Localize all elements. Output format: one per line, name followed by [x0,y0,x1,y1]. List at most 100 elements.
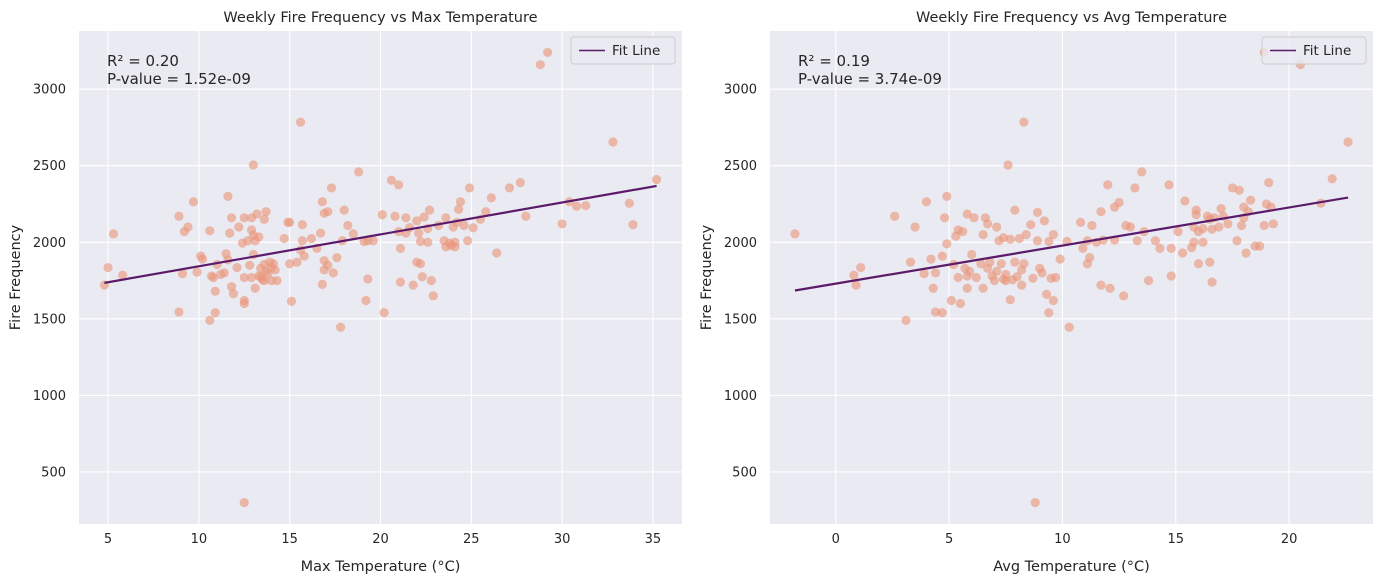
scatter-point [1207,277,1217,287]
scatter-point [976,259,986,269]
scatter-point [270,265,280,275]
scatter-point [962,209,972,219]
scatter-point [930,268,941,278]
y-axis-label: Fire Frequency [699,224,715,330]
scatter-point [1005,234,1015,244]
legend: Fit Line [1261,36,1367,65]
scatter-point [964,266,975,276]
scatter-point [299,251,309,261]
scatter-point [239,272,249,283]
scatter-point [423,237,433,247]
scatter-point [208,272,219,283]
scatter-point [1010,257,1020,267]
scatter-point [1012,272,1022,282]
y-tick-label: 1000 [724,389,757,404]
scatter-point [978,230,988,240]
scatter-point [901,315,911,325]
scatter-point [192,267,202,277]
scatter-point [117,270,128,280]
scatter-point [441,213,451,223]
scatter-point [326,183,337,193]
grid [79,31,682,524]
scatter-point [608,137,618,147]
scatter-point [1032,207,1043,218]
tick-labels: 5 10 15 20 25 30 35 500 1000 1500 2000 2500 3000 [33,83,661,547]
scatter-point [463,236,473,246]
plot-area [770,31,1373,524]
scatter-point [453,204,464,214]
scatter-point [1021,230,1031,240]
scatter-point [292,257,302,267]
scatter-point [415,259,426,269]
scatter-point [1055,254,1065,264]
y-axis-label: Fire Frequency [8,224,24,330]
scatter-point [1017,280,1027,290]
legend-label: Fit Line [1303,43,1351,59]
scatter-point [379,308,389,318]
fit-line [794,196,1349,292]
y-tick-label: 2500 [724,159,757,174]
scatter-point [390,211,400,221]
scatter-point [419,212,429,222]
x-tick-label: 10 [1054,532,1071,547]
scatter-point [985,257,995,267]
scatter-point [315,228,326,238]
chart-title: Weekly Fire Frequency vs Avg Temperature [916,10,1227,26]
scatter-point [572,201,582,211]
scatter-point [317,279,327,289]
scatter-point [983,219,993,229]
scatter-point [188,197,199,207]
scatter-point [557,219,567,229]
scatter-point [1130,183,1140,193]
scatter-point [1028,273,1038,283]
scatter-point [285,259,295,269]
scatter-point [459,220,469,231]
scatter-point [1096,207,1106,217]
fit-line [104,184,657,284]
scatter-point [946,295,956,306]
scatter-point [1214,222,1224,232]
scatter-point [395,277,406,287]
scatter-point [1048,230,1058,240]
scatter-point [1193,259,1204,269]
scatter-point [1087,220,1097,231]
scatter-point [414,228,424,238]
scatter-point [285,217,295,227]
scatter-point [1075,217,1086,227]
scatter-point [930,307,941,317]
x-tick-label: 15 [281,532,298,547]
scatter-point [424,205,435,215]
chart-title: Weekly Fire Frequency vs Max Temperature [223,10,537,26]
x-axis-label: Avg Temperature (°C) [993,559,1150,575]
scatter-point [417,272,427,282]
scatter-point [103,262,113,273]
scatter-point [259,275,269,286]
scatter-point [955,298,966,309]
scatter-point [481,207,491,217]
scatter-point [252,209,262,219]
scatter-points [790,47,1353,508]
scatter-point [1236,220,1247,231]
scatter-point [1032,236,1043,246]
scatter-point [1132,236,1142,246]
scatter-point [856,262,866,273]
scatter-point [919,269,929,279]
scatter-point [942,191,952,201]
scatter-point [1114,197,1124,208]
scatter-point [335,322,346,332]
r-squared-annotation: R² = 0.19 [798,52,870,70]
scatter-point [426,275,436,286]
scatter-point [515,177,525,188]
scatter-point [239,298,249,309]
scatter-point [942,239,952,249]
scatter-point [428,291,438,301]
scatter-point [368,236,378,246]
scatter-point [937,308,947,318]
scatter-point [223,191,233,201]
y-tick-label: 3000 [33,83,66,98]
scatter-point [1085,252,1095,263]
scatter-point [535,60,545,70]
scatter-point [1166,243,1176,254]
legend-box [1261,36,1367,65]
scatter-point [228,288,238,299]
